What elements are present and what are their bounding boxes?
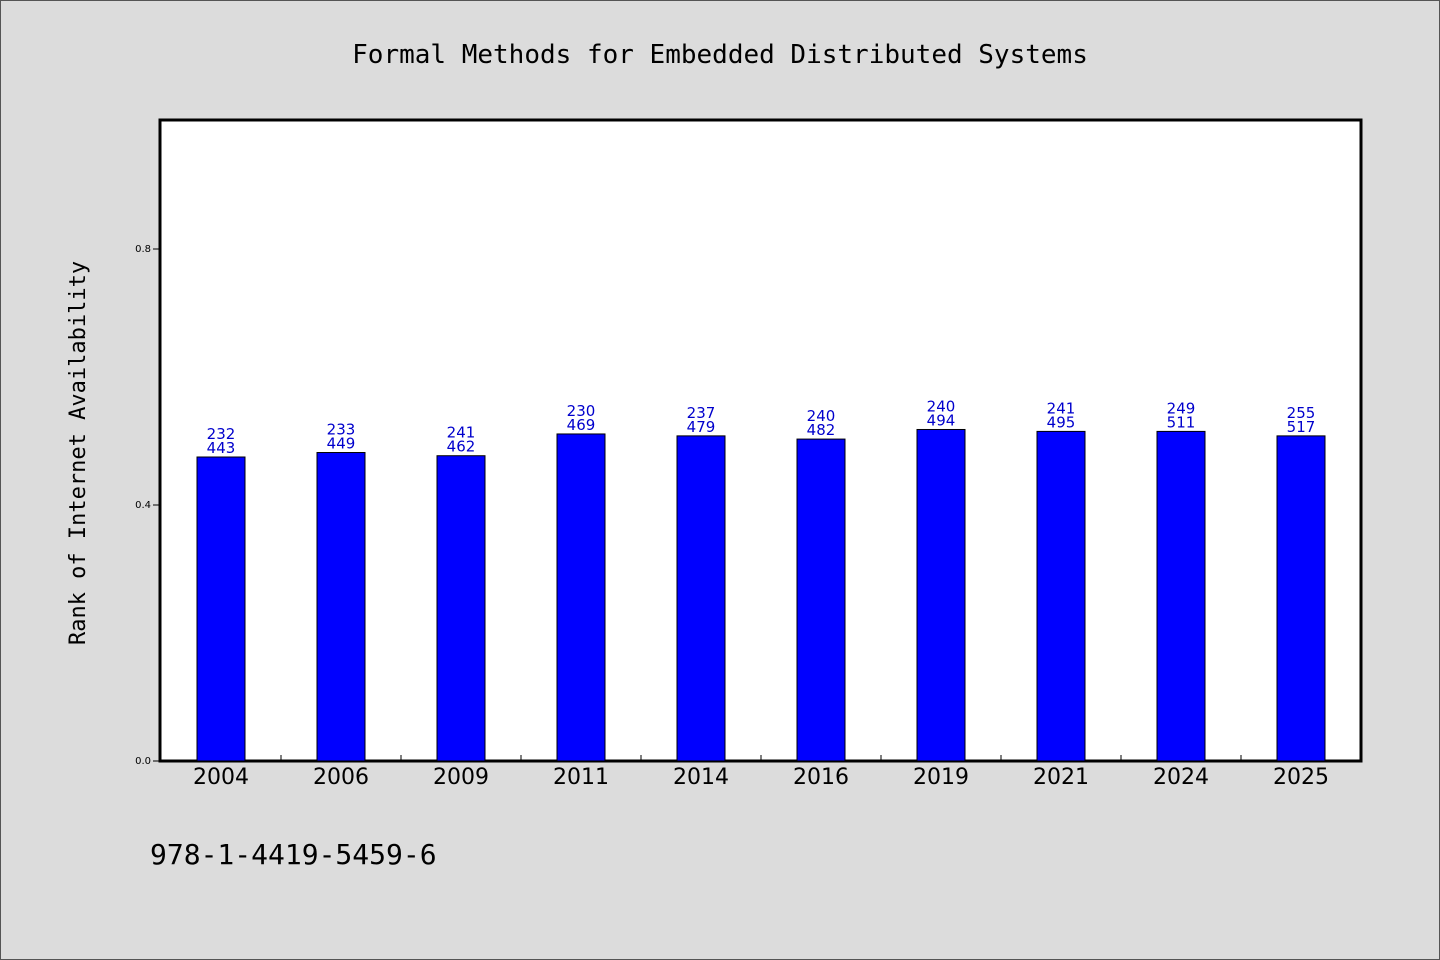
bar-2014 bbox=[676, 435, 726, 762]
data-label-top-2006: 233 bbox=[327, 421, 356, 439]
bar-2019 bbox=[916, 428, 966, 762]
data-label-bottom-2024: 511 bbox=[1167, 413, 1196, 431]
data-label-top-2009: 241 bbox=[447, 424, 476, 442]
y-tick-label: 0.8 bbox=[135, 244, 151, 255]
data-label-bottom-2004: 443 bbox=[207, 439, 236, 457]
data-label-bottom-2009: 462 bbox=[447, 438, 476, 456]
x-tick-label-2004: 2004 bbox=[193, 765, 249, 790]
x-tick-label-2014: 2014 bbox=[673, 765, 729, 790]
isbn-footnote: 978-1-4419-5459-6 bbox=[150, 838, 437, 871]
data-label-bottom-2011: 469 bbox=[567, 416, 596, 434]
x-tick-label-2009: 2009 bbox=[433, 765, 489, 790]
bar-2025 bbox=[1276, 435, 1326, 762]
data-label-top-2004: 232 bbox=[207, 425, 236, 443]
y-axis-ticks: 0.0 0.4 0.8 bbox=[135, 244, 161, 767]
data-label-top-2014: 237 bbox=[687, 404, 716, 422]
bar-2004 bbox=[196, 456, 246, 762]
bars-group bbox=[196, 428, 1326, 762]
x-tick-label-2021: 2021 bbox=[1033, 765, 1089, 790]
data-label-bottom-2006: 449 bbox=[327, 435, 356, 453]
data-labels-group: 2324432334492414622304692374792404822404… bbox=[207, 397, 1316, 457]
x-tick-label-2024: 2024 bbox=[1153, 765, 1209, 790]
data-label-bottom-2021: 495 bbox=[1047, 413, 1076, 431]
y-tick-label: 0.0 bbox=[135, 756, 151, 767]
bar-2021 bbox=[1036, 430, 1086, 762]
data-label-bottom-2025: 517 bbox=[1287, 418, 1316, 436]
y-axis-label: Rank of Internet Availability bbox=[66, 261, 91, 645]
x-tick-label-2025: 2025 bbox=[1273, 765, 1329, 790]
data-label-top-2011: 230 bbox=[567, 402, 596, 420]
x-axis-ticks: 2004 2006 2009 2011 2014 2016 2019 2021 2024 2025 bbox=[193, 755, 1329, 790]
bar-2006 bbox=[316, 452, 366, 762]
bar-2024 bbox=[1156, 430, 1206, 762]
data-label-bottom-2019: 494 bbox=[927, 411, 956, 429]
bar-2009 bbox=[436, 455, 486, 762]
chart-title: Formal Methods for Embedded Distributed … bbox=[352, 40, 1088, 70]
bar-2011 bbox=[556, 433, 606, 762]
data-label-top-2019: 240 bbox=[927, 397, 956, 415]
data-label-top-2025: 255 bbox=[1287, 404, 1316, 422]
x-tick-label-2006: 2006 bbox=[313, 765, 369, 790]
data-label-bottom-2016: 482 bbox=[807, 421, 836, 439]
data-label-bottom-2014: 479 bbox=[687, 418, 716, 436]
x-tick-label-2019: 2019 bbox=[913, 765, 969, 790]
x-tick-label-2016: 2016 bbox=[793, 765, 849, 790]
x-tick-label-2011: 2011 bbox=[553, 765, 609, 790]
y-tick-label: 0.4 bbox=[135, 500, 151, 511]
bar-2016 bbox=[796, 438, 846, 762]
data-label-top-2016: 240 bbox=[807, 407, 836, 425]
data-label-top-2021: 241 bbox=[1047, 399, 1076, 417]
data-label-top-2024: 249 bbox=[1167, 399, 1196, 417]
